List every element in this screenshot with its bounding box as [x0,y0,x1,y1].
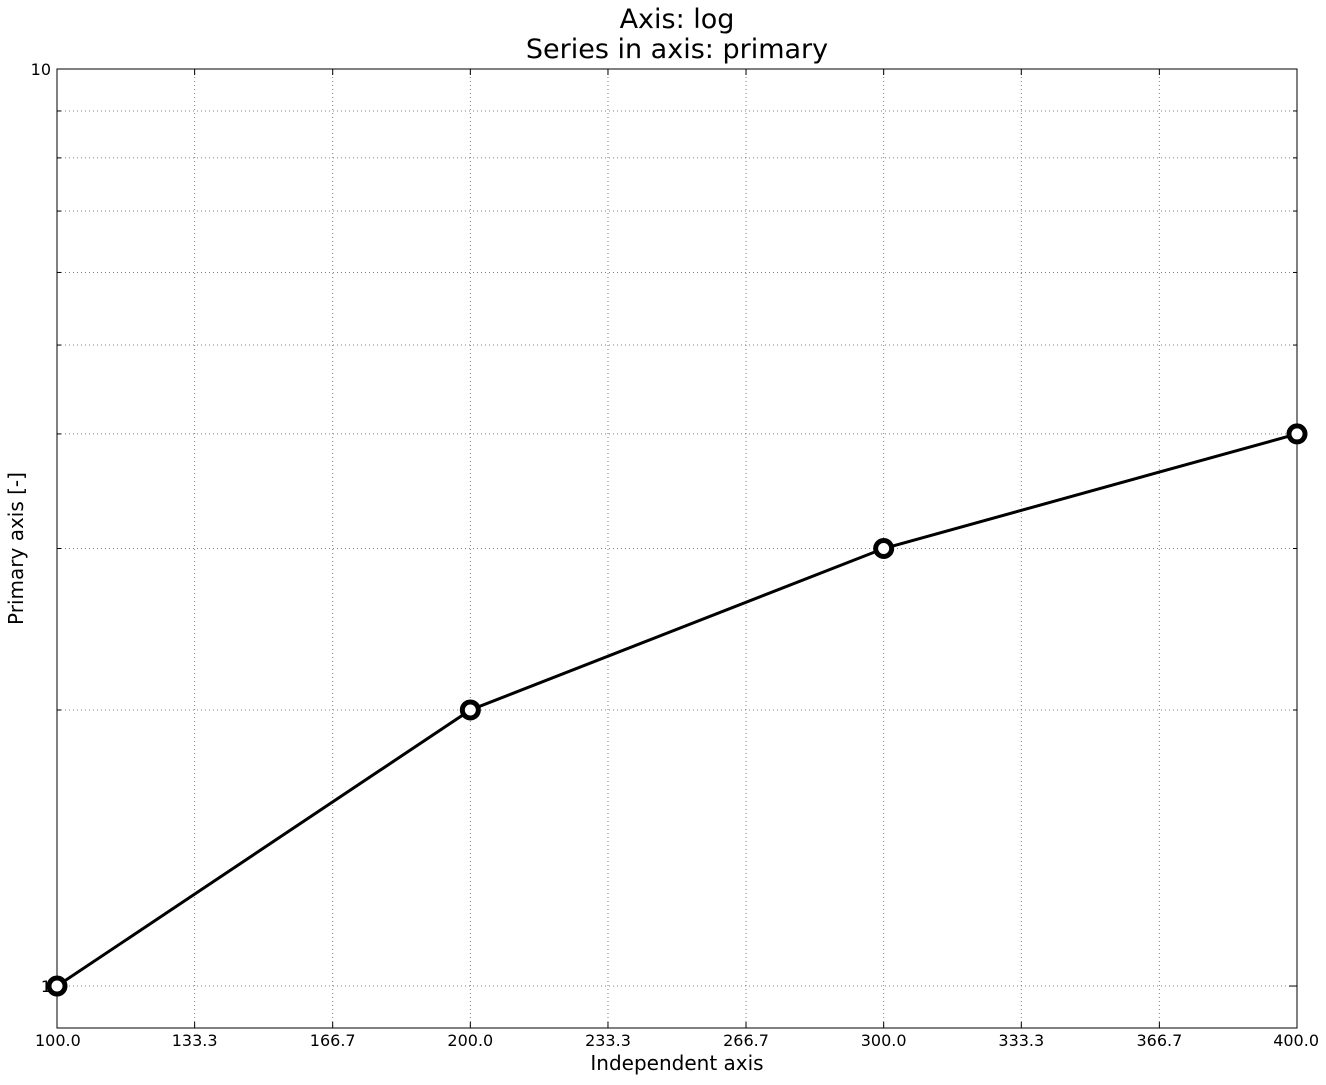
y-tick-label: 1 [41,977,51,996]
chart-title-line-1: Axis: log [620,4,735,35]
series-line [56,432,1298,988]
y-tick-label: 10 [31,60,51,79]
x-tick-label: 366.7 [1136,1031,1182,1050]
x-tick-label: 200.0 [447,1031,493,1050]
series-layer [56,432,1298,988]
x-tick-label: 166.7 [310,1031,356,1050]
x-tick-label: 400.0 [1273,1031,1319,1050]
axis-ticks: 100.0 133.3 166.7 200.0 233.3 266.7 300.0 333.3… [31,60,1319,1050]
x-tick-label: 233.3 [585,1031,631,1050]
data-point-marker [46,975,68,997]
x-axis-label: Independent axis [590,1051,763,1075]
markers-layer [46,423,1308,997]
x-tick-label: 333.3 [998,1031,1044,1050]
data-point-marker [459,699,481,721]
grid-lines [57,69,1297,1028]
data-point-marker [1286,423,1308,445]
x-tick-label: 300.0 [861,1031,907,1050]
y-axis-label: Primary axis [-] [4,472,28,625]
chart-title-line-2: Series in axis: primary [526,34,828,65]
x-tick-label: 133.3 [172,1031,218,1050]
data-point-marker [873,538,895,559]
x-tick-label: 266.7 [723,1031,769,1050]
x-tick-label: 100.0 [35,1031,81,1050]
